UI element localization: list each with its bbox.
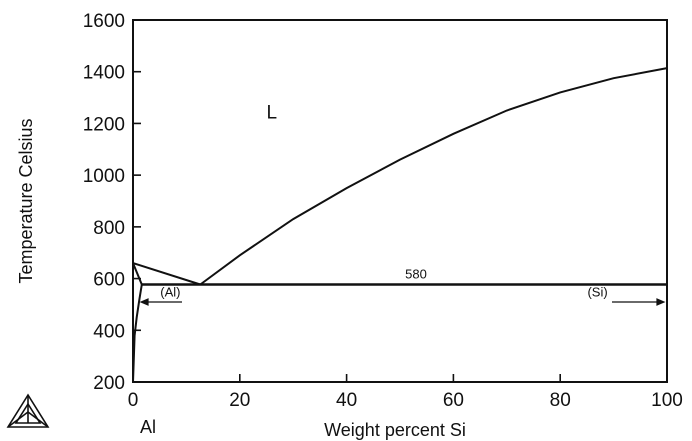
x-tick-label: 40 <box>336 390 357 411</box>
x-tick-label: 100 <box>651 390 683 411</box>
y-tick-label: 1000 <box>83 166 125 187</box>
x-axis-title: Weight percent Si <box>324 420 466 440</box>
phase-boundary-line <box>132 262 201 286</box>
y-tick-label: 1200 <box>83 114 125 135</box>
annotation-label: (Al) <box>160 285 180 300</box>
y-tick-label: 200 <box>93 373 125 394</box>
phase-boundaries <box>132 67 668 383</box>
y-tick-label: 400 <box>93 321 125 342</box>
x-axis-ticks: 0 20 40 60 80 100 <box>128 374 683 411</box>
y-tick-label: 600 <box>93 270 125 291</box>
phase-boundary-line <box>199 67 668 286</box>
x-tick-label: 80 <box>550 390 571 411</box>
si-arrow-head <box>656 298 666 306</box>
annotation-label: 580 <box>405 267 427 282</box>
y-tick-label: 800 <box>93 218 125 239</box>
phase-boundary-line <box>132 262 143 285</box>
x-tick-label: 0 <box>128 390 139 411</box>
annotation-label: (Si) <box>587 285 607 300</box>
y-tick-label: 1400 <box>83 63 125 84</box>
x-tick-label: 60 <box>443 390 464 411</box>
x-tick-label: 20 <box>229 390 250 411</box>
triangle-logo-icon <box>6 393 50 428</box>
y-axis-ticks: 200 400 600 800 1000 1200 1400 1600 <box>83 11 141 394</box>
phase-boundary-line <box>132 284 143 383</box>
al-arrow-head <box>139 298 149 306</box>
annotation-label: L <box>267 102 278 123</box>
y-axis-title: Temperature Celsius <box>16 118 36 283</box>
annotations: L 580 (Al) (Si) <box>160 102 607 299</box>
y-tick-label: 1600 <box>83 11 125 32</box>
plot-frame <box>132 19 668 383</box>
element-label: Al <box>140 417 156 437</box>
region-arrows <box>139 298 666 306</box>
